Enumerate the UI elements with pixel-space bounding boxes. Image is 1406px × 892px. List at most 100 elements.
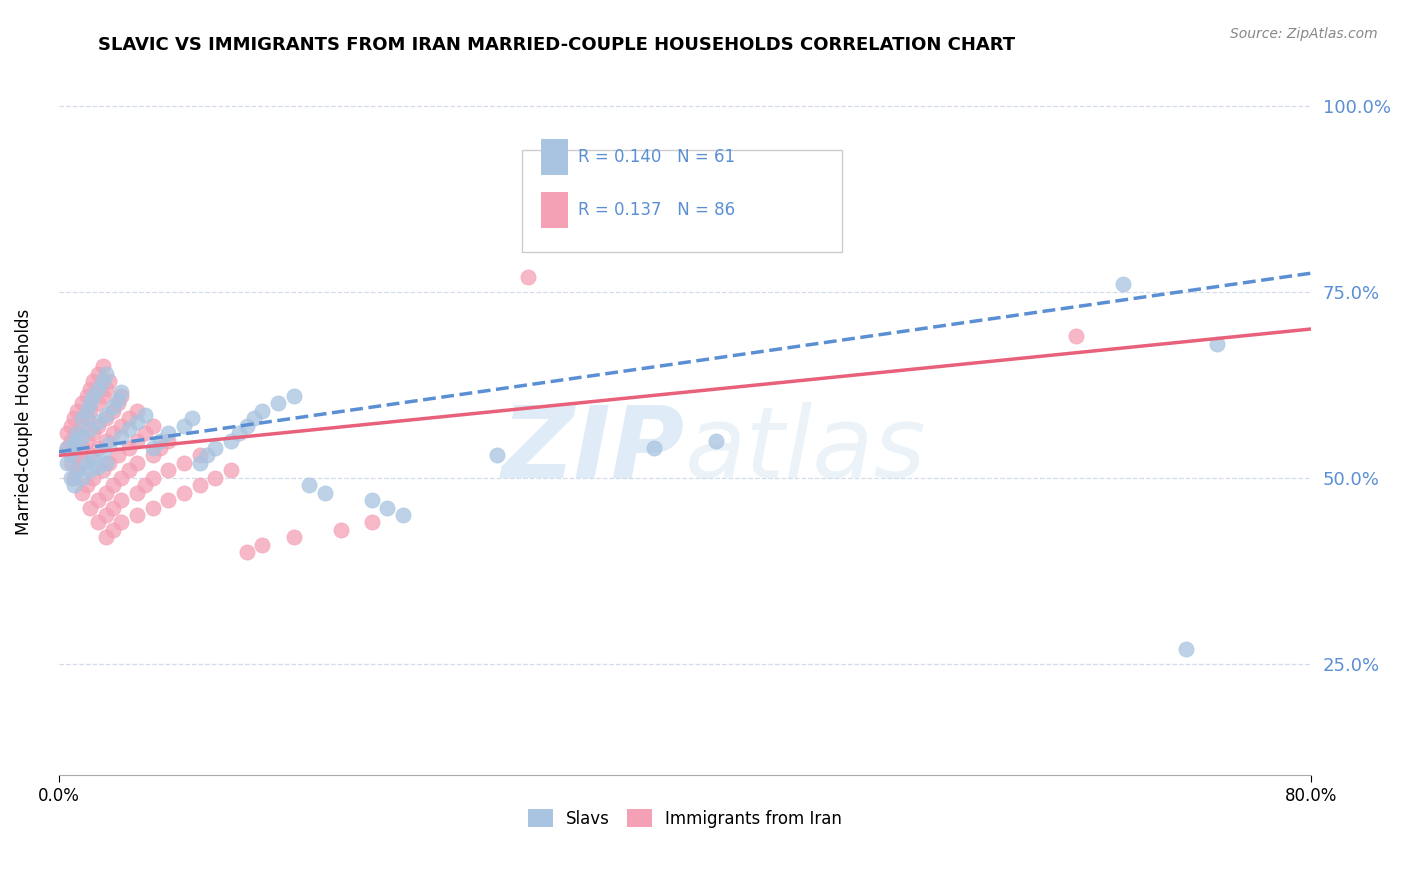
Point	[173, 456, 195, 470]
Point	[82, 389, 104, 403]
Point	[243, 411, 266, 425]
Text: ZIP: ZIP	[502, 401, 685, 499]
Point	[63, 434, 86, 448]
Point	[63, 471, 86, 485]
Point	[87, 493, 110, 508]
Point	[70, 471, 93, 485]
Point	[149, 441, 172, 455]
Point	[76, 434, 98, 448]
Point	[70, 396, 93, 410]
Point	[94, 434, 117, 448]
Point	[204, 441, 226, 455]
Point	[55, 441, 77, 455]
Point	[188, 478, 211, 492]
Point	[107, 392, 129, 407]
Point	[94, 408, 117, 422]
Point	[219, 434, 242, 448]
Point	[94, 485, 117, 500]
Point	[82, 426, 104, 441]
Point	[110, 471, 132, 485]
Point	[60, 449, 83, 463]
Point	[97, 437, 120, 451]
Point	[94, 382, 117, 396]
Point	[267, 396, 290, 410]
Point	[79, 449, 101, 463]
Point	[87, 415, 110, 429]
Y-axis label: Married-couple Households: Married-couple Households	[15, 309, 32, 535]
Point	[142, 418, 165, 433]
Point	[517, 269, 540, 284]
Point	[70, 441, 93, 455]
Point	[91, 444, 114, 458]
Point	[110, 385, 132, 400]
Point	[87, 382, 110, 396]
Point	[125, 485, 148, 500]
Point	[149, 434, 172, 448]
Point	[360, 516, 382, 530]
Point	[110, 516, 132, 530]
Point	[76, 478, 98, 492]
Point	[283, 389, 305, 403]
Point	[118, 441, 141, 455]
Point	[94, 508, 117, 522]
Point	[118, 463, 141, 477]
Point	[643, 441, 665, 455]
Point	[188, 456, 211, 470]
Point	[91, 389, 114, 403]
FancyBboxPatch shape	[522, 150, 842, 252]
Point	[197, 449, 219, 463]
Point	[82, 452, 104, 467]
Point	[298, 478, 321, 492]
Point	[63, 478, 86, 492]
Point	[392, 508, 415, 522]
Point	[103, 523, 125, 537]
Point	[70, 430, 93, 444]
Point	[125, 415, 148, 429]
Text: SLAVIC VS IMMIGRANTS FROM IRAN MARRIED-COUPLE HOUSEHOLDS CORRELATION CHART: SLAVIC VS IMMIGRANTS FROM IRAN MARRIED-C…	[98, 36, 1015, 54]
Point	[125, 508, 148, 522]
Point	[94, 367, 117, 381]
Point	[329, 523, 352, 537]
Point	[142, 500, 165, 515]
Point	[76, 404, 98, 418]
Point	[94, 456, 117, 470]
Point	[91, 359, 114, 374]
Text: R = 0.137   N = 86: R = 0.137 N = 86	[578, 201, 735, 219]
Point	[91, 374, 114, 388]
Point	[66, 437, 89, 451]
Point	[87, 459, 110, 474]
Point	[110, 430, 132, 444]
Legend: Slavs, Immigrants from Iran: Slavs, Immigrants from Iran	[522, 803, 849, 834]
Point	[188, 449, 211, 463]
Text: atlas: atlas	[685, 401, 927, 499]
Point	[55, 456, 77, 470]
Point	[314, 485, 336, 500]
Point	[76, 411, 98, 425]
Point	[157, 434, 180, 448]
Point	[76, 456, 98, 470]
Point	[486, 449, 509, 463]
Point	[94, 530, 117, 544]
Point	[103, 478, 125, 492]
Point	[82, 471, 104, 485]
Point	[103, 400, 125, 414]
Point	[204, 471, 226, 485]
Point	[97, 374, 120, 388]
Point	[219, 463, 242, 477]
Point	[118, 422, 141, 436]
FancyBboxPatch shape	[541, 193, 568, 227]
FancyBboxPatch shape	[541, 139, 568, 175]
Point	[87, 396, 110, 410]
Text: R = 0.140   N = 61: R = 0.140 N = 61	[578, 148, 735, 166]
Point	[142, 449, 165, 463]
Point	[76, 389, 98, 403]
Point	[79, 382, 101, 396]
Point	[63, 411, 86, 425]
Point	[87, 516, 110, 530]
Point	[87, 441, 110, 455]
Point	[70, 485, 93, 500]
Point	[125, 404, 148, 418]
Point	[704, 434, 727, 448]
Point	[70, 418, 93, 433]
Point	[66, 404, 89, 418]
